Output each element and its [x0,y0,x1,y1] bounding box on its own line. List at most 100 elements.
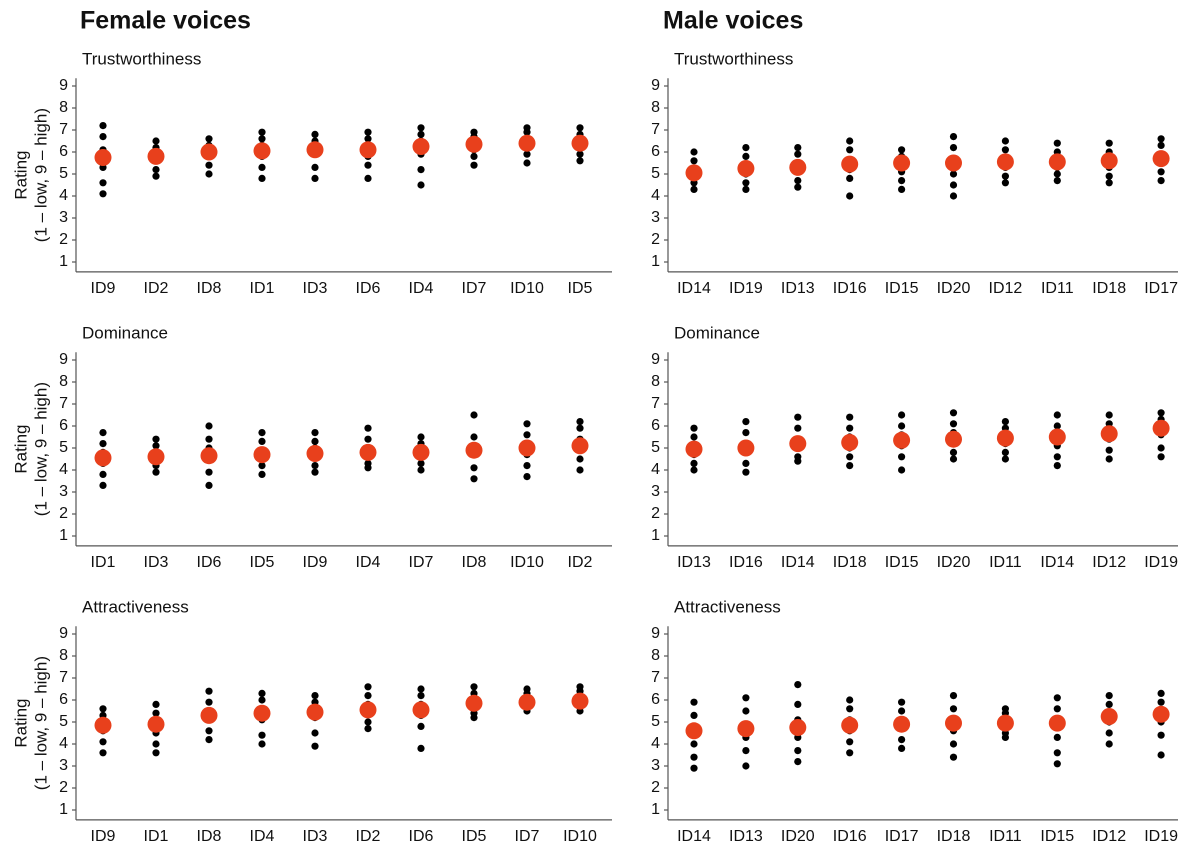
rating-point [258,429,266,437]
rating-point [949,144,958,152]
rating-point [152,442,160,450]
rating-point [742,694,750,702]
x-tick-label: ID16 [729,554,763,571]
rating-point [205,727,213,735]
x-tick-label: ID3 [144,554,169,571]
mean-point [200,447,218,465]
rating-point [949,448,958,456]
rating-point [1053,733,1061,742]
rating-point [1053,422,1061,430]
panel-title: Trustworthiness [674,49,793,68]
rating-point [258,689,266,698]
mean-point [306,703,324,721]
rating-point [417,433,425,441]
y-tick-label: 3 [59,483,68,500]
x-tick-label: ID18 [833,554,867,571]
rating-point [258,128,266,136]
rating-point [690,740,698,748]
rating-point [1001,733,1010,742]
mean-point [147,715,165,733]
mean-point [412,443,430,461]
x-tick-label: ID7 [515,828,540,845]
mean-point [306,445,324,462]
rating-point [99,481,107,489]
rating-point [846,462,854,470]
rating-point [364,174,372,182]
y-tick-label: 8 [59,99,68,116]
rating-point [576,157,584,165]
y-tick-label: 6 [651,143,660,160]
rating-point [364,424,372,432]
rating-point [742,468,750,476]
rating-point [258,696,266,704]
y-tick-label: 2 [59,231,68,248]
rating-point [846,174,854,182]
rating-point [1157,177,1165,185]
rating-point [311,437,319,445]
rating-point [417,722,425,731]
rating-point [690,753,698,761]
mean-point [94,716,112,734]
mean-point [685,440,703,458]
x-tick-label: ID14 [677,828,711,845]
rating-point [152,166,160,174]
y-tick-label: 1 [651,527,660,544]
rating-point [742,762,750,770]
y-tick-label: 4 [651,187,660,204]
rating-point [949,753,958,761]
rating-point [311,742,319,750]
x-tick-label: ID17 [885,828,919,845]
x-tick-label: ID18 [1092,280,1126,297]
rating-point [417,685,425,693]
y-tick-label: 5 [59,439,68,456]
x-tick-label: ID19 [729,280,763,297]
rating-point [949,181,958,189]
mean-point [737,720,755,738]
x-tick-label: ID16 [833,280,867,297]
y-tick-label: 2 [59,779,68,796]
rating-point [311,729,319,737]
rating-point [523,150,531,158]
rating-point [949,692,958,700]
rating-point [1053,462,1061,470]
rating-point [898,744,906,753]
rating-point [690,433,698,441]
x-tick-label: ID11 [1041,280,1074,297]
rating-point [1053,170,1061,178]
rating-point [690,698,698,706]
rating-point [794,457,802,465]
rating-point [1105,729,1113,737]
y-tick-label: 2 [59,505,68,522]
rating-point [949,192,958,200]
x-tick-label: ID10 [563,828,597,845]
rating-point [742,179,750,187]
rating-point [152,700,160,709]
rating-point [846,137,854,145]
rating-point [1157,135,1165,143]
rating-point [364,683,372,691]
rating-point [152,435,160,443]
x-tick-label: ID14 [781,554,815,571]
rating-point [364,725,372,733]
panel: Attractiveness Rating (1 – low, 9 – high) 1… [11,597,612,845]
rating-point [417,466,425,474]
rating-point [1053,177,1061,185]
mean-point [359,701,377,719]
rating-point [364,464,372,472]
mean-point [685,164,703,182]
mean-point [945,714,962,732]
column-heading: Female voices [80,7,251,35]
x-tick-label: ID8 [197,828,222,845]
x-tick-label: ID4 [409,280,434,297]
mean-point [200,143,218,161]
rating-point [794,413,802,421]
x-tick-label: ID20 [937,554,971,571]
rating-point [794,758,802,766]
rating-point [417,692,425,700]
panel-title: Trustworthiness [82,49,201,68]
rating-point [364,435,372,443]
y-axis-label: (1 – low, 9 – high) [31,656,50,790]
mean-point [200,706,218,724]
rating-point [1053,694,1061,702]
y-tick-label: 8 [651,373,660,390]
